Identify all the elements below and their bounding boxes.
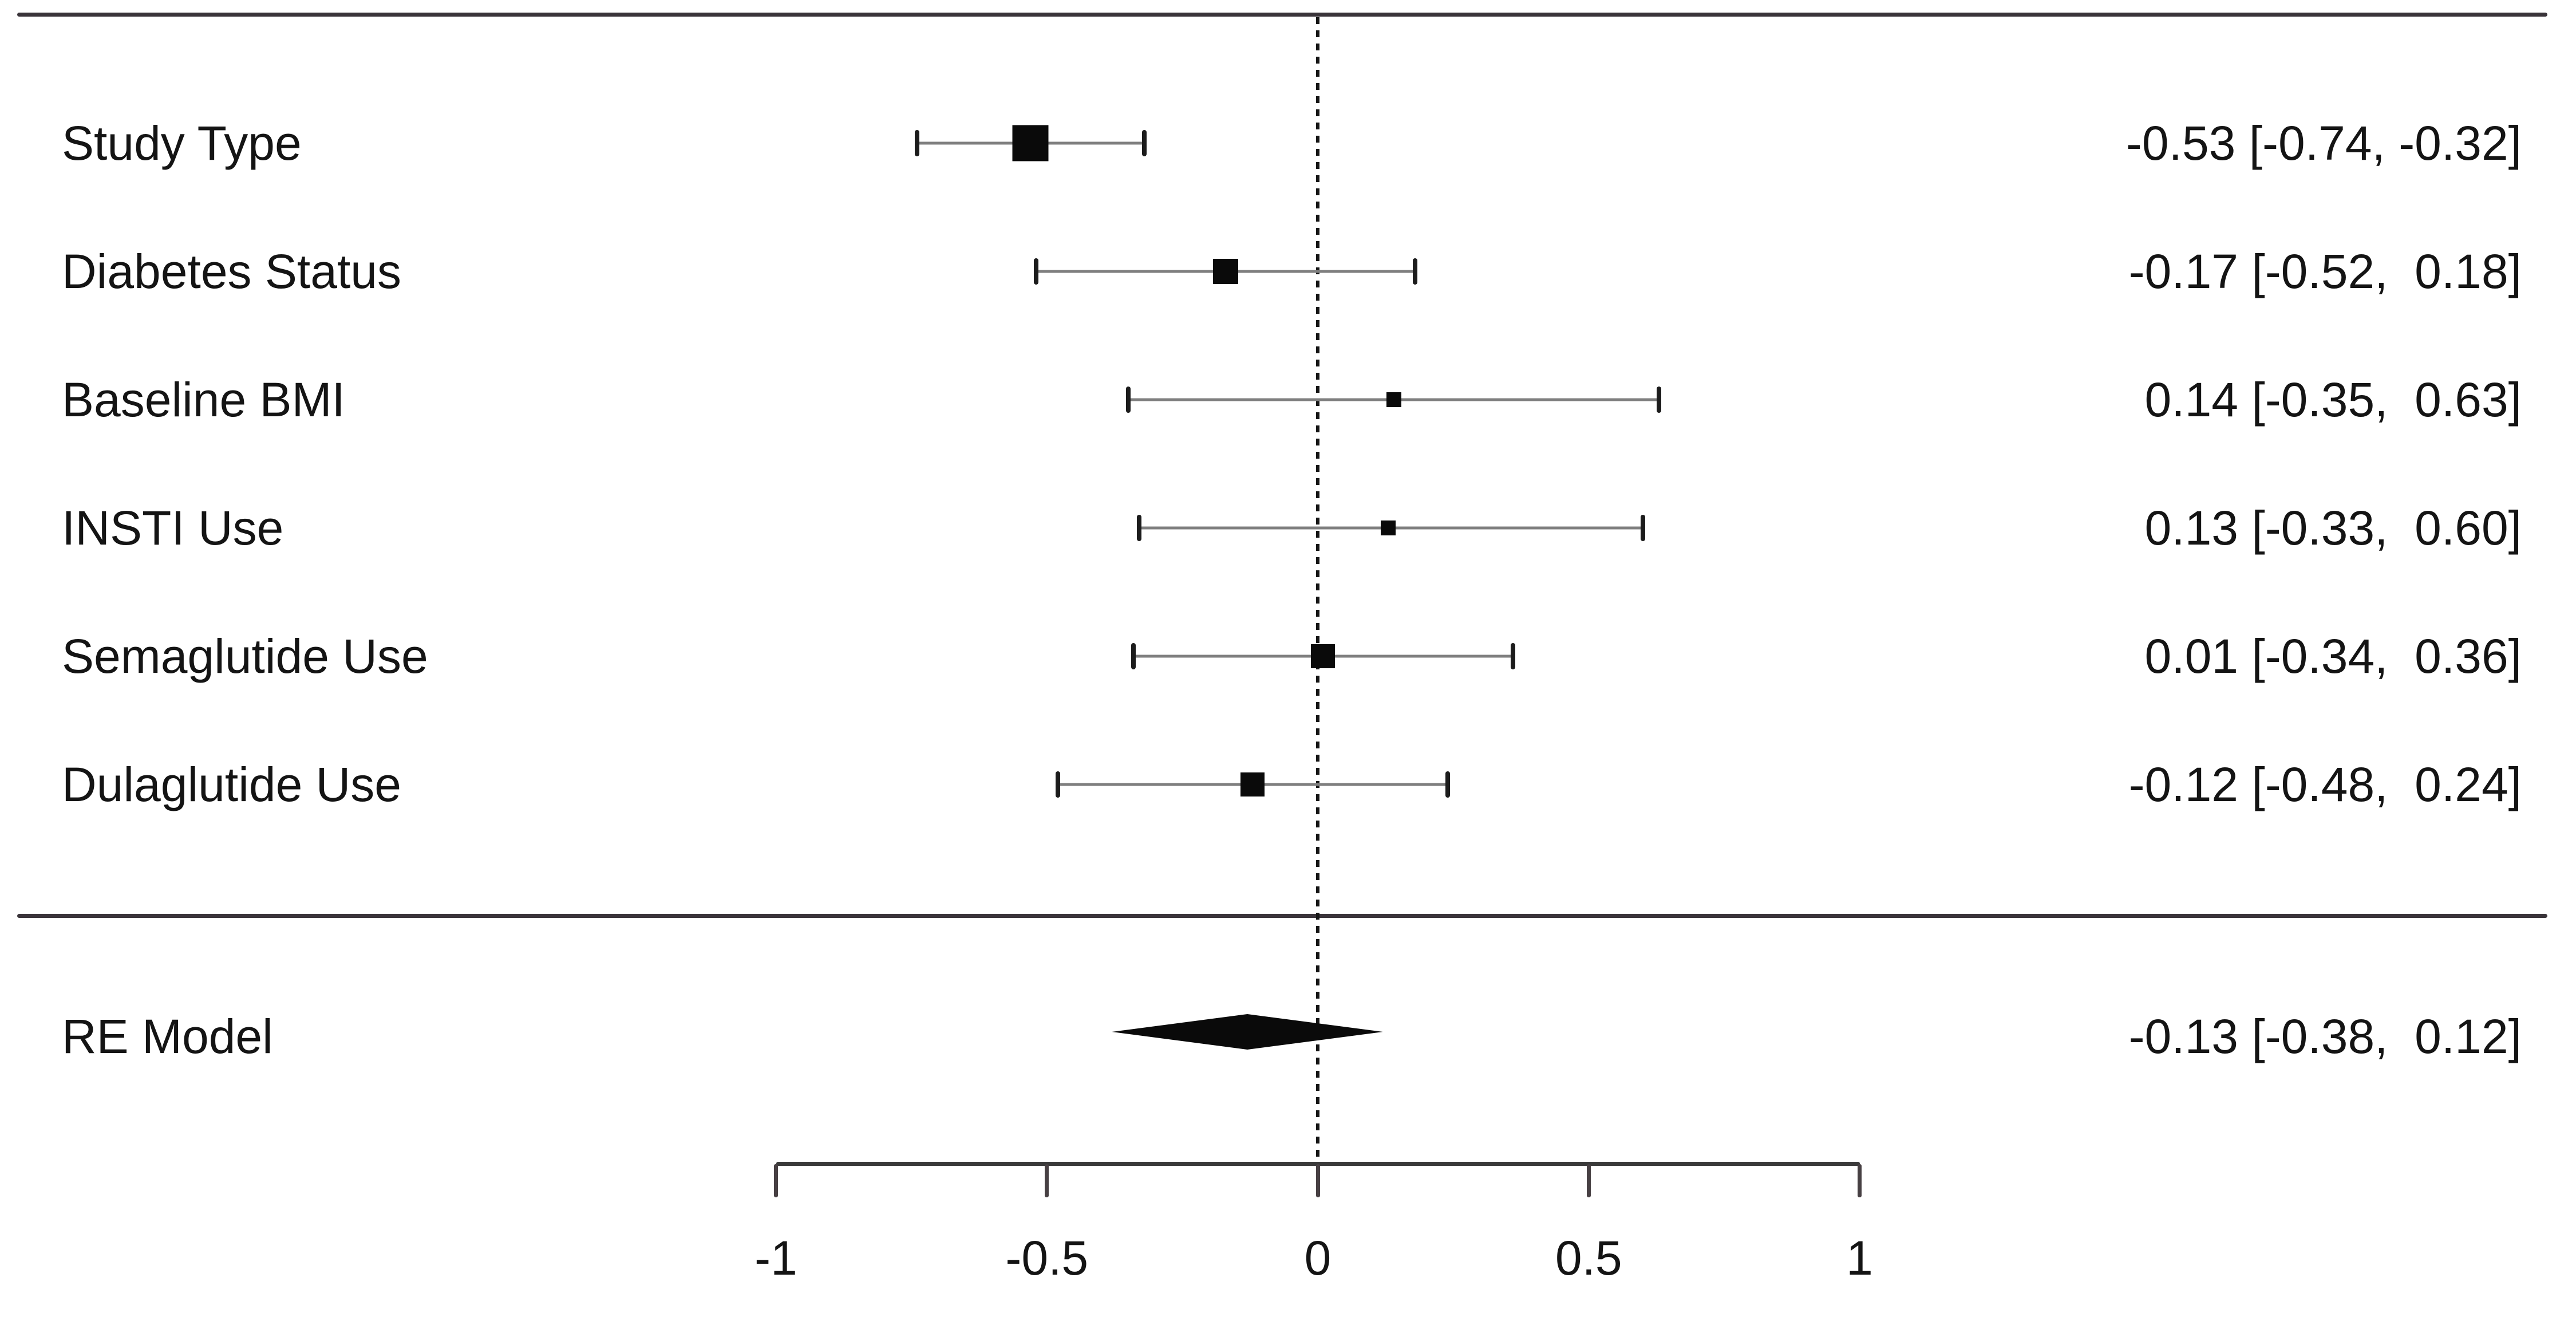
ci-cap-right	[1657, 387, 1662, 413]
row-estimate: 0.14 [-0.35, 0.63]	[2144, 373, 2522, 427]
ci-cap-left	[1136, 515, 1141, 541]
x-tick-label: 0	[1304, 1231, 1332, 1285]
row-label: Study Type	[62, 116, 302, 170]
x-tick-label: 0.5	[1555, 1231, 1622, 1285]
summary-label: RE Model	[62, 1010, 273, 1063]
ci-cap-right	[1510, 643, 1515, 669]
ci-cap-right	[1142, 130, 1147, 156]
row-estimate: 0.01 [-0.34, 0.36]	[2144, 629, 2522, 683]
zero-line	[1316, 17, 1319, 1164]
summary-estimate: -0.13 [-0.38, 0.12]	[2128, 1010, 2522, 1063]
row-estimate: -0.53 [-0.74, -0.32]	[2125, 116, 2522, 170]
x-tick	[1045, 1164, 1049, 1197]
x-axis	[776, 1162, 1860, 1166]
x-tick-label: 1	[1846, 1231, 1873, 1285]
summary-diamond	[1112, 1014, 1383, 1050]
row-label: Baseline BMI	[62, 373, 345, 427]
row-label: INSTI Use	[62, 501, 284, 555]
x-tick-label: -0.5	[1005, 1231, 1089, 1285]
x-tick	[1586, 1164, 1591, 1197]
ci-cap-left	[1033, 258, 1038, 285]
effect-square	[1012, 125, 1049, 161]
row-label: Dulaglutide Use	[62, 758, 402, 811]
ci-cap-right	[1640, 515, 1645, 541]
separator-rule	[17, 914, 2547, 918]
row-estimate: -0.17 [-0.52, 0.18]	[2128, 245, 2522, 298]
effect-square	[1386, 392, 1401, 407]
ci-cap-left	[914, 130, 919, 156]
ci-cap-left	[1131, 643, 1136, 669]
row-estimate: 0.13 [-0.33, 0.60]	[2144, 501, 2522, 555]
effect-square	[1240, 772, 1265, 796]
x-tick-label: -1	[754, 1231, 797, 1285]
row-estimate: -0.12 [-0.48, 0.24]	[2128, 758, 2522, 811]
ci-cap-left	[1125, 387, 1131, 413]
row-label: Diabetes Status	[62, 245, 402, 298]
effect-square	[1213, 259, 1239, 284]
effect-square	[1381, 521, 1396, 535]
top-rule	[17, 13, 2547, 17]
row-label: Semaglutide Use	[62, 629, 428, 683]
ci-cap-right	[1445, 771, 1451, 798]
ci-cap-left	[1055, 771, 1060, 798]
x-tick	[1858, 1164, 1862, 1197]
x-tick	[1315, 1164, 1320, 1197]
x-tick	[774, 1164, 778, 1197]
effect-square	[1311, 644, 1336, 668]
ci-cap-right	[1413, 258, 1418, 285]
